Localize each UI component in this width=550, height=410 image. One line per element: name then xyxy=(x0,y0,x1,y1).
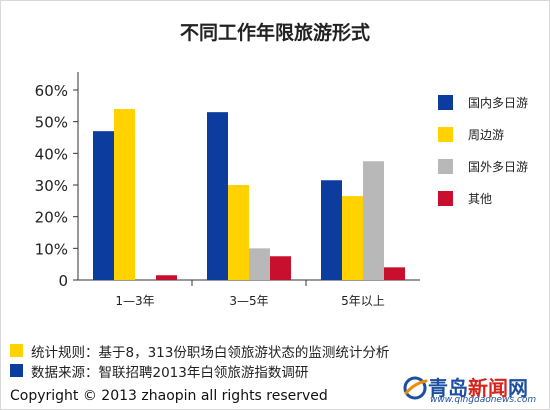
x-axis: 1—3年 3—5年 5年以上 xyxy=(78,279,420,308)
bar-3-2 xyxy=(249,248,270,280)
note-source-text: 数据来源：智联招聘2013年白领旅游指数调研 xyxy=(31,365,309,381)
y-axis: 0 10% 20% 30% 40% 50% 60% xyxy=(35,72,79,290)
note-source-swatch xyxy=(10,364,23,377)
chart-legend: 国内多日游周边游国外多日游其他 xyxy=(438,92,548,220)
note-rule-swatch xyxy=(10,344,23,357)
legend-item: 国内多日游 xyxy=(438,92,548,124)
y-tick-label: 40% xyxy=(35,145,68,163)
chart-title: 不同工作年限旅游形式 xyxy=(179,22,370,44)
x-tick-label: 1—3年 xyxy=(115,294,154,308)
bar-4-3 xyxy=(384,267,405,280)
y-tick-label: 30% xyxy=(35,177,68,195)
bar-3-3 xyxy=(363,161,384,280)
bars xyxy=(93,109,405,281)
watermark-url: www.qingdaonews.com xyxy=(430,395,537,405)
legend-label: 其他 xyxy=(468,192,493,206)
y-tick-label: 20% xyxy=(35,209,68,227)
bar-4-2 xyxy=(270,256,291,280)
watermark-name-part2: 新闻 xyxy=(468,376,508,400)
globe-logo-icon xyxy=(403,376,428,400)
watermark-name-part1: 青岛 xyxy=(428,376,468,400)
bar-2-3 xyxy=(342,196,363,280)
y-tick-label: 10% xyxy=(35,240,68,258)
watermark-name-part3: 网 xyxy=(508,376,528,400)
x-tick-label: 3—5年 xyxy=(229,294,268,308)
legend-swatch xyxy=(438,127,453,142)
legend-label: 周边游 xyxy=(468,128,505,142)
bar-2-2 xyxy=(228,185,249,280)
y-tick-label: 0 xyxy=(58,272,68,290)
legend-item: 其他 xyxy=(438,188,548,220)
bar-4-1 xyxy=(156,275,177,280)
legend-swatch xyxy=(438,191,453,206)
legend-item: 国外多日游 xyxy=(438,156,548,188)
bar-1-2 xyxy=(207,112,228,281)
y-tick-label: 60% xyxy=(35,82,68,100)
legend-swatch xyxy=(438,95,453,110)
bar-1-1 xyxy=(93,131,114,280)
watermark: 青岛新闻网 www.qingdaonews.com xyxy=(402,372,547,408)
legend-label: 国外多日游 xyxy=(468,160,529,174)
copyright: Copyright © 2013 zhaopin all rights rese… xyxy=(10,388,328,404)
note-rule-text: 统计规则：基于8，313份职场白领旅游状态的监测统计分析 xyxy=(31,345,390,361)
legend-swatch xyxy=(438,159,453,174)
bar-1-3 xyxy=(321,180,342,280)
watermark-name: 青岛新闻网 xyxy=(428,372,528,401)
bar-2-1 xyxy=(114,109,135,280)
x-tick-label: 5年以上 xyxy=(341,294,385,308)
legend-item: 周边游 xyxy=(438,124,548,156)
y-tick-label: 50% xyxy=(35,114,68,132)
legend-label: 国内多日游 xyxy=(468,96,529,110)
